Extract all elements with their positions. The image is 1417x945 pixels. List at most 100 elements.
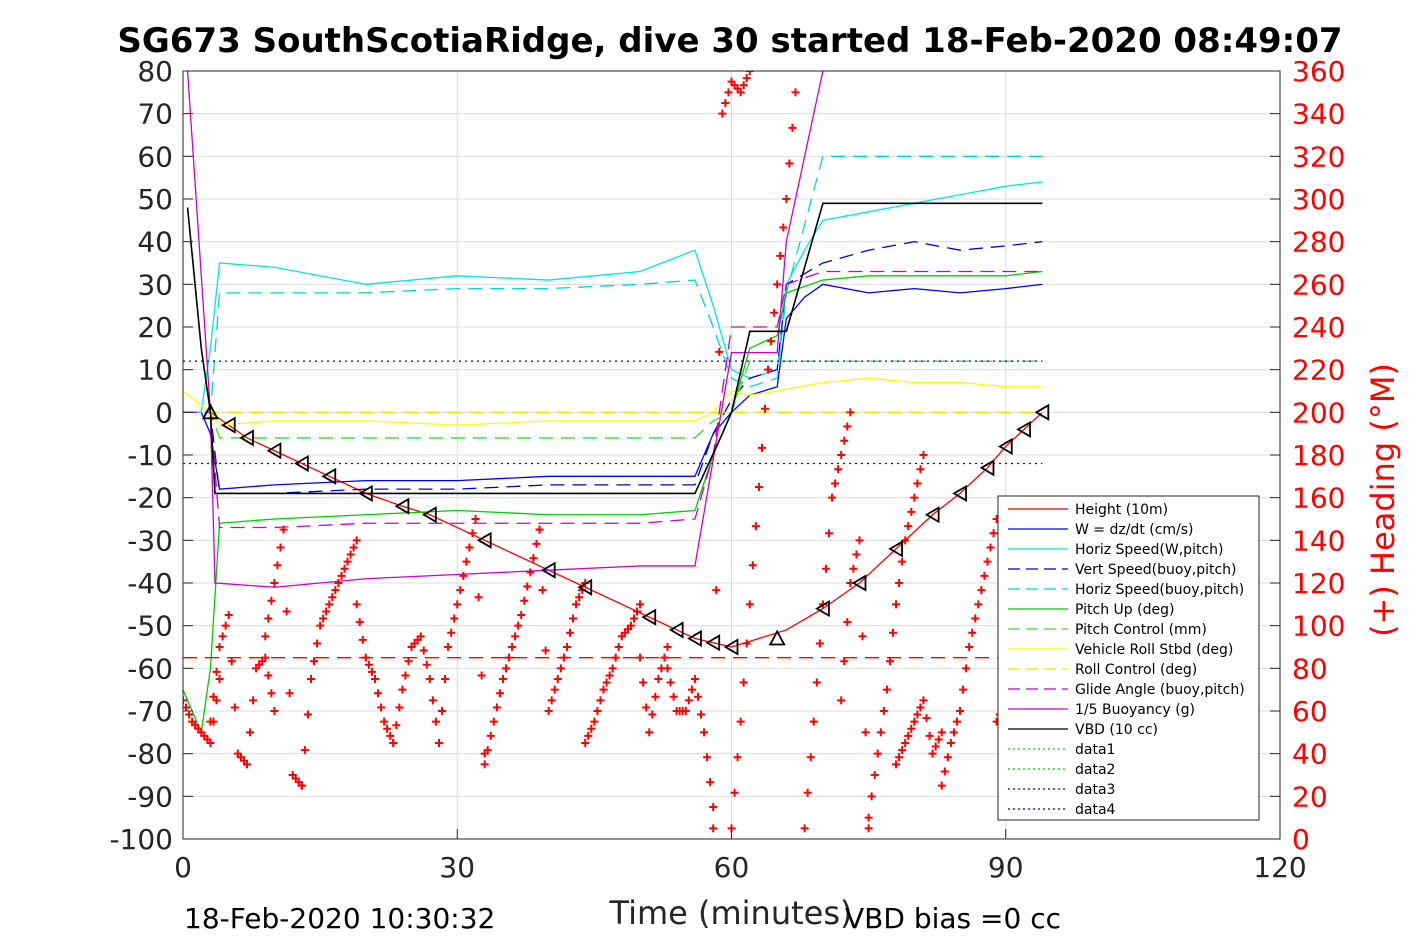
heading-point (581, 739, 590, 747)
legend-label: 1/5 Buoyancy (g) (1075, 702, 1195, 718)
heading-point (636, 653, 645, 662)
heading-point (230, 703, 239, 712)
heading-point (736, 88, 745, 97)
right-tick-label: 40 (1292, 738, 1328, 771)
heading-point (352, 600, 361, 609)
right-tick-label: 60 (1292, 695, 1328, 728)
heading-point (636, 600, 645, 609)
heading-point (633, 607, 642, 616)
heading-point (562, 643, 571, 651)
heading-point (526, 568, 535, 577)
heading-point (520, 596, 529, 605)
heading-point (498, 675, 507, 683)
heading-point (221, 621, 230, 630)
heading-point (331, 586, 340, 595)
heading-point (492, 703, 501, 712)
legend: Height (10m) W = dz/dt (cm/s) Horiz Speed(… (997, 495, 1260, 821)
legend-label: Roll Control (deg) (1075, 662, 1197, 678)
heading-point (846, 408, 855, 417)
heading-point (709, 824, 718, 833)
heading-point (584, 731, 593, 740)
heading-point (815, 639, 824, 648)
legend-label: data2 (1075, 762, 1115, 778)
depth-marker-left (358, 484, 373, 502)
heading-point (431, 717, 440, 726)
heading-point (444, 643, 453, 651)
heading-point (389, 739, 398, 747)
heading-point (943, 753, 952, 762)
heading-point (282, 607, 291, 616)
heading-point (916, 703, 925, 712)
depth-marker-left (239, 429, 254, 447)
heading-point (959, 685, 968, 694)
heading-point (480, 760, 489, 769)
heading-point (438, 707, 447, 715)
depth-marker-left (321, 467, 337, 485)
heading-point (508, 643, 517, 651)
left-tick-label: -10 (127, 439, 173, 472)
right-tick-label: 200 (1292, 396, 1345, 429)
heading-point (529, 554, 538, 563)
left-tick-label: -40 (127, 567, 173, 600)
heading-point (940, 767, 949, 776)
heading-point (404, 657, 413, 666)
heading-point (901, 536, 910, 545)
depth-marker-up (768, 629, 786, 646)
heading-point (511, 632, 520, 641)
heading-point (952, 717, 961, 726)
heading-point (550, 685, 559, 694)
heading-point (956, 707, 965, 715)
depth-marker-left (422, 506, 437, 524)
left-tick-label: -50 (127, 610, 173, 643)
left-tick-label: -70 (127, 695, 173, 728)
heading-point (779, 223, 788, 232)
depth-marker-left (266, 442, 282, 460)
heading-point (962, 664, 971, 673)
heading-point (349, 543, 358, 552)
heading-point (535, 525, 544, 534)
heading-point (605, 671, 614, 680)
heading-point (547, 696, 556, 705)
heading-point (569, 614, 578, 623)
heading-point (879, 707, 888, 715)
heading-point (806, 753, 815, 762)
heading-point (809, 717, 818, 726)
right-tick-label: 240 (1292, 311, 1345, 344)
left-tick-label: -100 (109, 823, 173, 856)
right-tick-label: 20 (1292, 780, 1328, 813)
heading-point (867, 792, 876, 801)
depth-marker-left (668, 621, 684, 639)
heading-point (739, 81, 748, 90)
heading-point (453, 600, 462, 609)
heading-point (736, 717, 745, 726)
heading-point (639, 678, 648, 687)
heading-point (852, 550, 861, 559)
depth-marker-left (1034, 403, 1050, 421)
heading-point (861, 728, 870, 737)
heading-point (965, 643, 974, 651)
heading-point (441, 675, 450, 683)
heading-point (901, 739, 910, 747)
x-tick-label: 30 (439, 851, 475, 884)
heading-point (910, 493, 919, 502)
heading-point (590, 717, 599, 726)
heading-point (974, 600, 983, 609)
heading-point (892, 760, 901, 769)
depth-marker-up (201, 403, 219, 420)
heading-point (495, 689, 504, 698)
heading-point (889, 628, 898, 637)
heading-point (825, 529, 834, 538)
heading-point (398, 685, 407, 694)
heading-point (687, 685, 696, 694)
right-tick-label: 360 (1292, 55, 1345, 88)
heading-point (249, 696, 258, 705)
legend-label: data4 (1075, 802, 1116, 818)
heading-point (383, 724, 392, 733)
heading-point (337, 571, 346, 580)
heading-point (273, 561, 282, 570)
heading-point (898, 746, 907, 755)
heading-point (325, 600, 334, 609)
left-tick-label: -20 (127, 482, 173, 515)
heading-point (319, 614, 328, 623)
heading-point (553, 675, 562, 683)
